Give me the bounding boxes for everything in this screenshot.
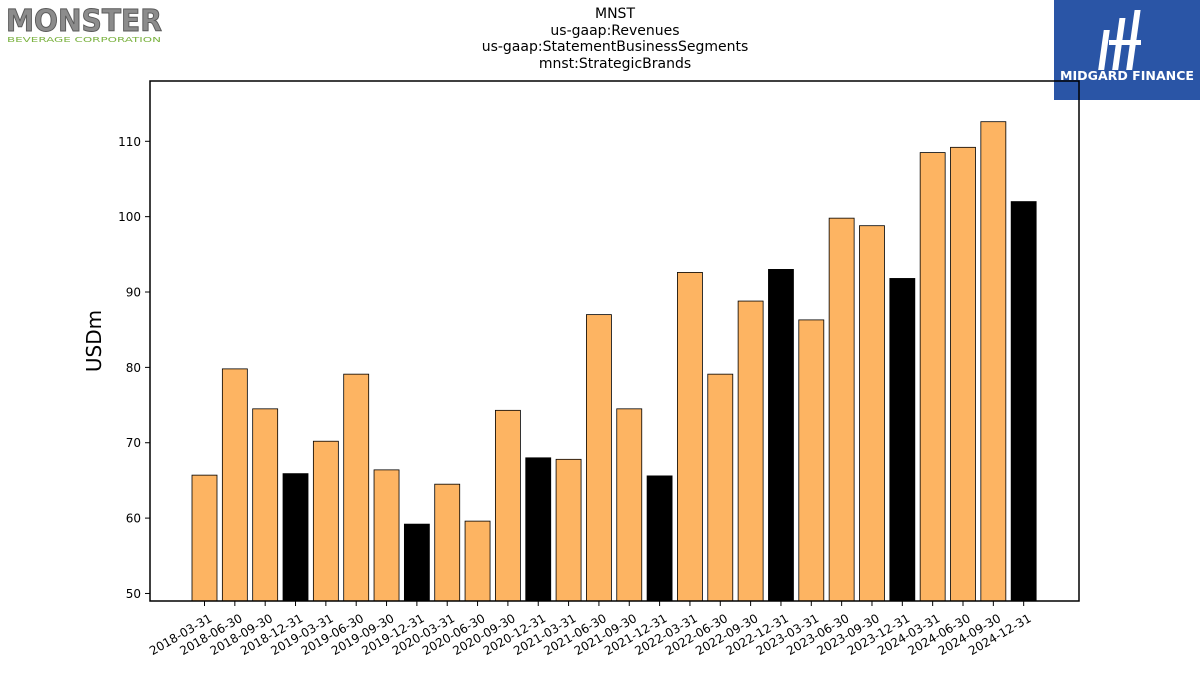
bar-2024-09-30 — [980, 121, 1007, 602]
bar-2023-06-30 — [828, 217, 855, 602]
bar-2022-09-30 — [737, 300, 764, 602]
y-tick-label: 100 — [118, 210, 141, 224]
bar-2019-12-31 — [403, 523, 430, 602]
y-axis: 50 60 70 80 90 100 110 — [118, 135, 150, 601]
bar-2022-06-30 — [707, 373, 734, 602]
bar-2022-12-31 — [768, 269, 794, 602]
bar-2022-03-31 — [677, 272, 703, 602]
monster-logo: MONSTER BEVERAGE CORPORATION — [4, 4, 164, 46]
bar-2023-03-31 — [798, 319, 825, 602]
bar-2024-03-31 — [919, 152, 946, 602]
bar-2020-06-30 — [464, 520, 491, 602]
y-tick-label: 60 — [126, 512, 141, 526]
bar-2018-06-30 — [221, 368, 248, 602]
bar-2023-09-30 — [859, 225, 885, 602]
y-tick-label: 90 — [126, 286, 141, 300]
bar-2020-09-30 — [494, 409, 521, 602]
chart-title-line-1: MNST — [595, 6, 635, 22]
chart-title-line-3: us-gaap:StatementBusinessSegments — [481, 39, 749, 55]
midgard-logo-name: MIDGARD FINANCE — [1060, 69, 1194, 83]
y-axis-label: USDm — [82, 310, 106, 372]
bar-2018-03-31 — [191, 474, 218, 602]
bars-group — [191, 121, 1037, 602]
chart-title: MNST us-gaap:Revenues us-gaap:StatementB… — [400, 6, 830, 72]
chart-title-line-4: mnst:StrategicBrands — [538, 55, 692, 72]
bar-2019-09-30 — [373, 469, 400, 602]
bar-2020-12-31 — [525, 457, 552, 602]
midgard-finance-logo: MIDGARD FINANCE — [1054, 0, 1200, 100]
bar-2018-09-30 — [252, 408, 279, 602]
bar-2024-06-30 — [950, 146, 976, 602]
bar-2019-06-30 — [343, 373, 370, 602]
y-tick-label: 70 — [126, 436, 141, 450]
bar-2021-09-30 — [616, 408, 643, 602]
midgard-logo-icon — [1098, 10, 1141, 70]
y-tick-label: 50 — [126, 587, 141, 601]
bar-2018-12-31 — [282, 473, 309, 602]
bar-2019-03-31 — [312, 440, 339, 602]
plot-frame — [149, 80, 1080, 602]
monster-logo-name: MONSTER — [6, 4, 162, 39]
y-tick-label: 110 — [118, 135, 141, 149]
bar-2021-12-31 — [646, 475, 673, 602]
y-tick-label: 80 — [126, 361, 141, 375]
bar-2024-12-31 — [1010, 201, 1037, 602]
monster-logo-tagline: BEVERAGE CORPORATION — [7, 36, 161, 44]
bar-2021-03-31 — [555, 458, 582, 602]
chart-title-line-2: us-gaap:Revenues — [550, 22, 680, 39]
bar-2021-06-30 — [586, 314, 612, 602]
x-axis: 2018-03-312018-06-302018-09-302018-12-31… — [147, 601, 1034, 658]
bar-2023-12-31 — [889, 278, 916, 602]
bar-2020-03-31 — [434, 483, 461, 602]
